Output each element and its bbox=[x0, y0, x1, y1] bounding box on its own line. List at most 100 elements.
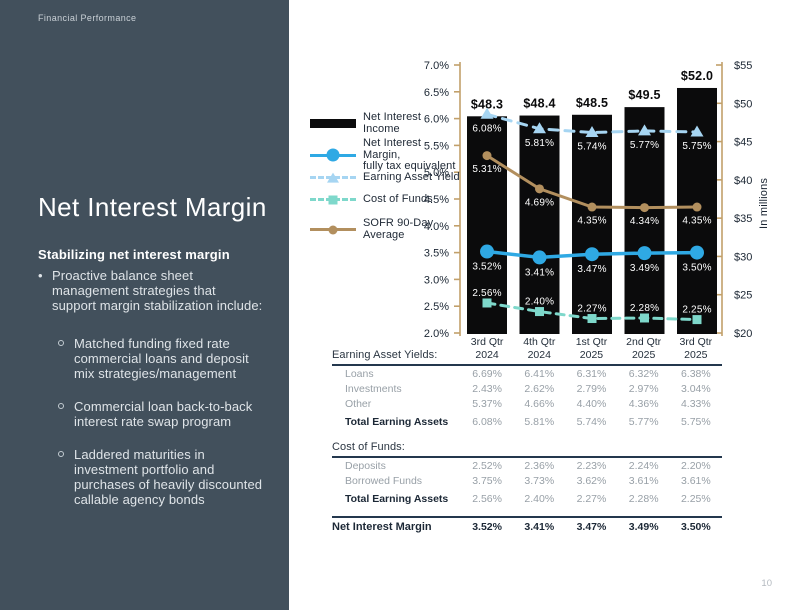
row-value: 2.23% bbox=[576, 459, 607, 472]
row-value: 5.75% bbox=[680, 415, 711, 428]
circle-bullet-icon bbox=[58, 451, 64, 457]
row-label: Deposits bbox=[345, 459, 386, 472]
marker-square-cost-of-funds bbox=[587, 314, 597, 324]
line-circle-swatch-icon bbox=[310, 148, 356, 163]
legend-item-cost-of-funds: Cost of Funds bbox=[310, 192, 433, 207]
table-section-header: Cost of Funds: bbox=[332, 441, 722, 458]
row-value: 2.24% bbox=[628, 459, 659, 472]
row-value: 5.37% bbox=[472, 397, 502, 410]
row-value: 2.28% bbox=[628, 492, 659, 505]
row-value: 3.52% bbox=[472, 521, 502, 533]
sub-bullet-item: Laddered maturities in investment portfo… bbox=[58, 447, 286, 507]
row-label: Borrowed Funds bbox=[345, 474, 423, 487]
right-axis-tick-label: $45 bbox=[734, 137, 752, 149]
table-row: Total Earning Assets 2.56% 2.40% 2.27% 2.28%… bbox=[332, 491, 722, 506]
right-axis-tick-label: $25 bbox=[734, 290, 752, 302]
bullet-item: • Proactive balance sheet management str… bbox=[38, 268, 283, 313]
legend-item-earning-asset-yield: Earning Asset Yield bbox=[310, 170, 460, 185]
row-value: 6.08% bbox=[472, 415, 502, 428]
row-value: 2.25% bbox=[680, 492, 711, 505]
row-value: 2.27% bbox=[576, 492, 607, 505]
table-section-header: Earning Asset Yields: 3rd Qtr 2024 4th Qtr 2… bbox=[332, 336, 722, 366]
row-label: Other bbox=[345, 397, 372, 410]
row-value: 3.73% bbox=[524, 474, 555, 487]
data-point-label: 2.40% bbox=[525, 297, 554, 308]
legend-item-net-interest-margin: Net Interest Margin, fully tax equivalent bbox=[310, 137, 460, 173]
row-label: Investments bbox=[345, 382, 402, 395]
right-axis-tick-label: $30 bbox=[734, 251, 752, 263]
marker-triangle-earning-asset-yield bbox=[585, 126, 599, 138]
data-point-label: 3.49% bbox=[630, 263, 659, 274]
data-point-label: 5.31% bbox=[472, 164, 501, 175]
data-point-label: 5.81% bbox=[525, 138, 554, 149]
row-value: 2.20% bbox=[680, 459, 711, 472]
data-point-label: 3.52% bbox=[472, 262, 501, 273]
table-row: Investments 2.43% 2.62% 2.79% 2.97% 3.04% bbox=[332, 381, 722, 396]
row-value: 4.33% bbox=[680, 397, 711, 410]
bar-value-label: $49.5 bbox=[628, 88, 660, 102]
bar-value-label: $52.0 bbox=[681, 69, 713, 83]
marker-circle-net-interest-margin bbox=[690, 245, 704, 260]
table-row: Loans 6.69% 6.41% 6.31% 6.32% 6.38% bbox=[332, 366, 722, 381]
row-value: 5.77% bbox=[628, 415, 659, 428]
right-axis-tick-label: $55 bbox=[734, 60, 752, 72]
left-axis-tick-label: 6.5% bbox=[424, 87, 449, 99]
row-label: Total Earning Assets bbox=[345, 415, 449, 428]
left-axis-tick-label: 7.0% bbox=[424, 60, 449, 72]
marker-circle-sofr-90-day-average bbox=[587, 202, 597, 212]
row-value: 5.74% bbox=[576, 415, 607, 428]
section-title: Cost of Funds: bbox=[332, 441, 405, 453]
row-value: 6.41% bbox=[524, 367, 555, 380]
data-point-label: 4.35% bbox=[577, 216, 606, 227]
data-point-label: 3.47% bbox=[577, 264, 606, 275]
circle-bullet-icon bbox=[58, 403, 64, 409]
row-value: 6.69% bbox=[472, 367, 502, 380]
marker-square-cost-of-funds bbox=[482, 298, 492, 308]
data-point-label: 3.41% bbox=[525, 267, 554, 278]
table-row: Other 5.37% 4.66% 4.40% 4.36% 4.33% bbox=[332, 396, 722, 411]
marker-triangle-earning-asset-yield bbox=[690, 125, 704, 137]
marker-circle-sofr-90-day-average bbox=[640, 203, 649, 213]
right-axis-tick-label: $50 bbox=[734, 98, 752, 110]
data-point-label: 2.28% bbox=[630, 303, 659, 314]
data-point-label: 5.74% bbox=[577, 142, 606, 153]
marker-square-cost-of-funds bbox=[640, 313, 649, 323]
data-point-label: 2.56% bbox=[472, 288, 501, 299]
legend-item-sofr: SOFR 90-Day Average bbox=[310, 217, 434, 241]
line-earning-asset-yield bbox=[485, 112, 699, 135]
row-value: 6.32% bbox=[628, 367, 659, 380]
legend-label: Net Interest Margin, fully tax equivalent bbox=[363, 137, 456, 172]
left-axis-tick-label: 3.5% bbox=[424, 248, 449, 260]
data-point-label: 5.77% bbox=[630, 140, 659, 151]
left-axis-tick-label: 3.0% bbox=[424, 274, 449, 286]
column-header: 1st Qtr 2025 bbox=[575, 336, 608, 361]
right-axis-title: In millions bbox=[758, 177, 770, 229]
data-point-label: 2.25% bbox=[682, 305, 711, 316]
row-value: 6.38% bbox=[680, 367, 711, 380]
row-value: 6.31% bbox=[576, 367, 607, 380]
column-header: 3rd Qtr 2025 bbox=[679, 336, 713, 361]
row-value: 2.43% bbox=[472, 382, 502, 395]
row-value: 3.50% bbox=[680, 521, 711, 533]
line-net-interest-margin bbox=[485, 249, 699, 260]
row-value: 2.97% bbox=[628, 382, 659, 395]
sub-bullet-text: Commercial loan back-to-back interest ra… bbox=[74, 399, 253, 429]
page-title: Net Interest Margin bbox=[38, 192, 267, 222]
marker-triangle-earning-asset-yield bbox=[638, 124, 651, 136]
marker-circle-net-interest-margin bbox=[585, 247, 599, 262]
right-axis-tick-label: $40 bbox=[734, 175, 752, 187]
data-point-label: 6.08% bbox=[472, 123, 501, 134]
legend-label: Net Interest Income bbox=[363, 111, 422, 135]
row-value: 4.36% bbox=[628, 397, 659, 410]
circle-bullet-icon bbox=[58, 340, 64, 346]
bar-net-interest-income bbox=[572, 114, 612, 335]
legend-label: SOFR 90-Day Average bbox=[363, 217, 434, 241]
dash-triangle-swatch-icon bbox=[310, 170, 356, 185]
row-value: 3.47% bbox=[576, 521, 607, 533]
data-point-label: 4.34% bbox=[630, 216, 659, 227]
table-row: Total Earning Assets 6.08% 5.81% 5.74% 5.77%… bbox=[332, 414, 722, 429]
bar-net-interest-income bbox=[467, 116, 507, 334]
right-axis-tick-label: $35 bbox=[734, 213, 752, 225]
marker-square-cost-of-funds bbox=[692, 315, 702, 325]
column-header: 3rd Qtr 2024 bbox=[470, 336, 504, 361]
